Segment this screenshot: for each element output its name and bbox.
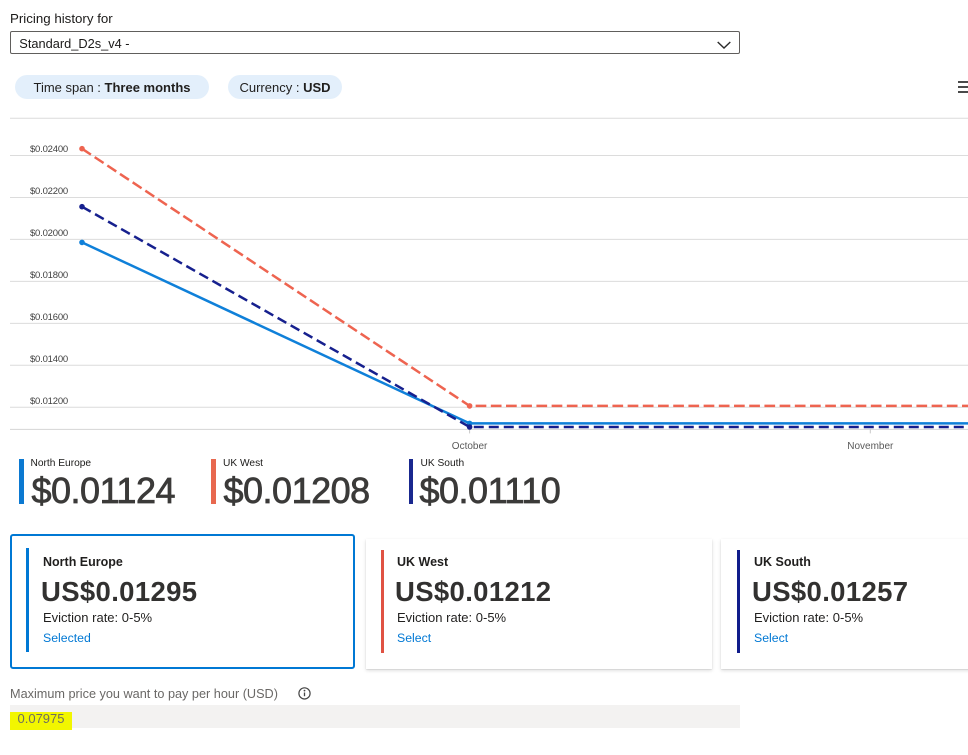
svg-text:$0.01400: $0.01400 [30,354,68,365]
svg-text:$0.01600: $0.01600 [30,312,68,323]
svg-text:November: November [847,441,894,452]
svg-text:$0.01800: $0.01800 [30,270,68,281]
svg-text:$0.02400: $0.02400 [30,144,68,155]
svg-text:$0.01200: $0.01200 [30,396,68,407]
svg-text:$0.02000: $0.02000 [30,228,68,239]
svg-text:October: October [452,441,488,452]
svg-text:$0.02200: $0.02200 [30,186,68,197]
